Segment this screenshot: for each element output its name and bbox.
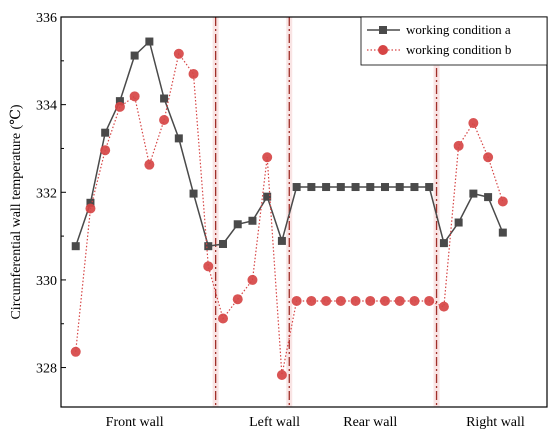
point-b <box>188 68 199 79</box>
point-b <box>321 295 332 306</box>
point-a <box>336 183 345 192</box>
x-category-label: Left wall <box>249 415 300 430</box>
y-tick-label: 328 <box>36 362 57 377</box>
y-axis-label: Circumferential wall temperature (℃) <box>9 104 24 319</box>
point-b <box>365 295 376 306</box>
point-b <box>306 295 317 306</box>
legend-marker-a <box>379 26 387 34</box>
point-b <box>497 196 508 207</box>
point-b <box>218 313 228 324</box>
y-axis: 328 330 332 334 336 <box>36 11 66 377</box>
point-a <box>425 183 434 192</box>
y-tick-label: 334 <box>36 99 57 114</box>
point-a <box>439 239 448 248</box>
legend-marker-b <box>378 45 388 55</box>
point-b <box>159 114 170 125</box>
point-a <box>292 183 301 192</box>
legend-label-a: working condition a <box>406 22 511 37</box>
point-b <box>276 370 287 381</box>
point-a <box>189 189 198 198</box>
x-category-label: Rear wall <box>343 415 397 430</box>
point-a <box>307 183 316 192</box>
point-b <box>144 159 155 170</box>
point-a <box>484 193 493 202</box>
point-b <box>483 152 494 163</box>
point-a <box>322 183 331 192</box>
point-b <box>424 295 435 306</box>
point-b <box>394 295 405 306</box>
series-layer <box>70 37 508 381</box>
series-line-1 <box>75 52 504 376</box>
point-a <box>351 183 360 192</box>
point-b <box>173 48 184 59</box>
point-b <box>409 295 420 306</box>
point-b <box>129 91 140 102</box>
legend: working condition a working condition b <box>360 16 548 66</box>
y-tick-label: 336 <box>36 11 57 26</box>
point-b <box>70 346 81 357</box>
point-b <box>203 261 214 272</box>
point-b <box>291 295 302 306</box>
point-a <box>219 239 227 248</box>
point-a <box>277 236 286 245</box>
point-b <box>438 301 449 312</box>
point-a <box>248 216 257 225</box>
point-a <box>410 183 419 192</box>
point-a <box>395 183 404 192</box>
point-b <box>114 101 125 112</box>
point-a <box>381 183 389 192</box>
point-a <box>145 37 154 46</box>
point-a <box>174 134 183 143</box>
legend-box <box>360 16 548 66</box>
point-a <box>115 97 124 106</box>
point-a <box>160 94 169 103</box>
point-b <box>262 152 273 163</box>
x-category-label: Front wall <box>106 415 164 430</box>
divider-layer <box>212 17 440 407</box>
point-b <box>100 145 111 156</box>
point-b <box>468 118 479 129</box>
point-b <box>350 295 361 306</box>
x-axis: Front wall Left wall Rear wall Right wall <box>106 415 525 430</box>
point-a <box>204 242 213 251</box>
plot-frame <box>60 16 548 408</box>
point-b <box>232 294 243 305</box>
point-a <box>130 51 139 60</box>
point-a <box>498 228 507 237</box>
point-a <box>469 189 478 198</box>
point-a <box>263 192 272 201</box>
point-a <box>101 128 110 137</box>
point-a <box>71 242 80 251</box>
point-b <box>380 295 390 306</box>
point-b <box>453 140 464 151</box>
point-a <box>86 198 95 207</box>
point-b <box>247 274 258 285</box>
point-b <box>335 295 346 306</box>
y-tick-label: 330 <box>36 274 57 289</box>
x-category-label: Right wall <box>466 415 525 430</box>
point-a <box>454 218 463 227</box>
y-tick-label: 332 <box>36 186 57 201</box>
point-a <box>366 183 375 192</box>
point-b <box>85 203 96 214</box>
point-a <box>233 220 242 229</box>
legend-label-b: working condition b <box>406 42 511 57</box>
